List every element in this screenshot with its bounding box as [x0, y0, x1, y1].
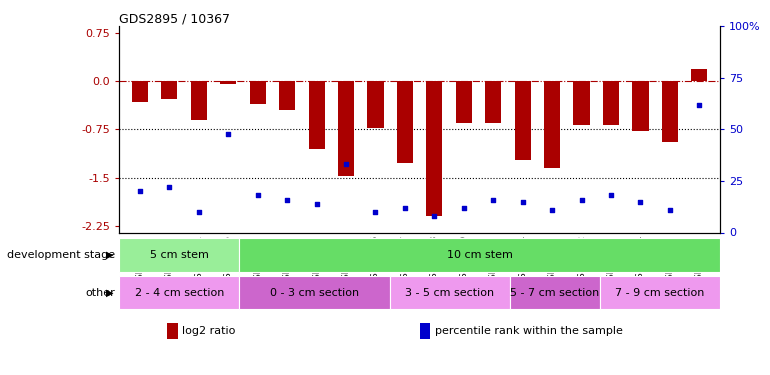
Point [546, 207, 558, 213]
Bar [119, 276, 239, 309]
Point [487, 196, 500, 202]
Bar [397, 81, 413, 163]
Bar [661, 81, 678, 142]
Text: development stage: development stage [8, 250, 115, 260]
Point [693, 102, 705, 108]
Bar [574, 81, 590, 125]
Bar [279, 81, 295, 110]
Bar [132, 81, 148, 102]
Bar [220, 81, 236, 84]
Text: ▶: ▶ [106, 288, 114, 297]
Text: 2 - 4 cm section: 2 - 4 cm section [135, 288, 224, 297]
Point [310, 201, 323, 207]
Point [340, 161, 352, 167]
Bar [544, 81, 561, 168]
Point [252, 192, 264, 198]
Bar [167, 322, 178, 339]
Bar [485, 81, 501, 123]
Point [222, 130, 234, 136]
Bar [309, 81, 325, 149]
Text: GDS2895 / 10367: GDS2895 / 10367 [119, 12, 230, 25]
Bar [119, 238, 239, 272]
Bar [456, 81, 472, 123]
Bar [691, 69, 708, 81]
Bar [239, 238, 720, 272]
Point [457, 205, 470, 211]
Bar [510, 276, 600, 309]
Point [192, 209, 205, 215]
Bar [632, 81, 648, 131]
Text: 5 - 7 cm section: 5 - 7 cm section [511, 288, 599, 297]
Text: 10 cm stem: 10 cm stem [447, 250, 513, 260]
Bar [603, 81, 619, 125]
Point [664, 207, 676, 213]
Bar [338, 81, 354, 176]
Bar [161, 81, 178, 99]
Bar [600, 276, 720, 309]
Point [428, 213, 440, 219]
Bar [191, 81, 207, 120]
Point [605, 192, 618, 198]
Text: 3 - 5 cm section: 3 - 5 cm section [405, 288, 494, 297]
Point [399, 205, 411, 211]
Text: percentile rank within the sample: percentile rank within the sample [434, 326, 622, 336]
Bar [367, 81, 383, 128]
Text: 5 cm stem: 5 cm stem [150, 250, 209, 260]
Bar [239, 276, 390, 309]
Bar [390, 276, 510, 309]
Text: log2 ratio: log2 ratio [182, 326, 236, 336]
Point [134, 188, 146, 194]
Point [370, 209, 382, 215]
Bar [420, 322, 430, 339]
Point [163, 184, 176, 190]
Point [517, 199, 529, 205]
Text: other: other [85, 288, 116, 297]
Text: 7 - 9 cm section: 7 - 9 cm section [615, 288, 705, 297]
Bar [249, 81, 266, 104]
Point [575, 196, 588, 202]
Point [281, 196, 293, 202]
Bar [514, 81, 531, 160]
Bar [427, 81, 443, 216]
Text: ▶: ▶ [106, 250, 114, 260]
Point [634, 199, 647, 205]
Text: 0 - 3 cm section: 0 - 3 cm section [270, 288, 359, 297]
